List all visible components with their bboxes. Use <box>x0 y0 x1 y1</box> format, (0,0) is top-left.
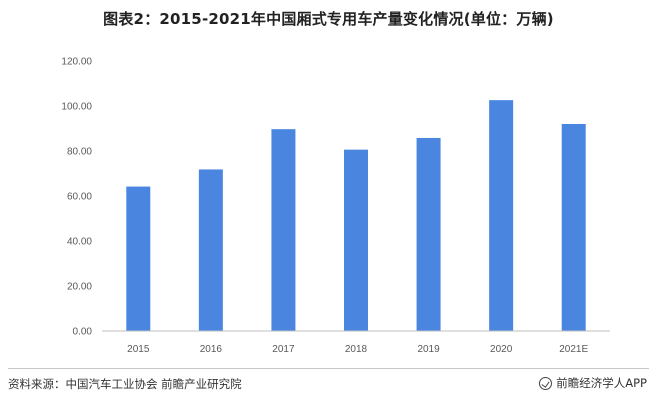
y-tick-label: 20.00 <box>67 282 92 293</box>
bar-2015 <box>126 186 151 331</box>
chart-title: 图表2：2015-2021年中国厢式专用车产量变化情况(单位：万辆) <box>103 10 554 28</box>
x-tick-label: 2015 <box>127 344 150 355</box>
x-tick-label: 2020 <box>490 344 513 355</box>
bar-2020 <box>489 100 514 332</box>
footer-divider <box>8 368 649 369</box>
x-tick-label: 2019 <box>417 344 440 355</box>
x-axis-labels: 2015 2016 2017 2018 2019 2020 2021E <box>127 344 588 355</box>
source-note: 资料来源：中国汽车工业协会 前瞻产业研究院 <box>8 377 242 391</box>
y-tick-label: 40.00 <box>67 237 92 248</box>
x-tick-label: 2021E <box>559 344 588 355</box>
bar-2019 <box>416 137 441 331</box>
y-tick-label: 100.00 <box>61 102 92 113</box>
bar-chart: 0.00 20.00 40.00 60.00 80.00 100.00 120.00 201… <box>61 57 610 355</box>
x-tick-label: 2018 <box>345 344 368 355</box>
y-tick-label: 120.00 <box>61 57 92 68</box>
y-tick-label: 60.00 <box>67 192 92 203</box>
bars <box>126 100 586 332</box>
x-tick-label: 2016 <box>200 344 223 355</box>
bar-2016 <box>198 169 223 331</box>
bar-2021E <box>561 124 586 331</box>
y-tick-label: 80.00 <box>67 147 92 158</box>
y-tick-label: 0.00 <box>73 327 93 338</box>
bar-2017 <box>271 129 296 331</box>
brand-label: 前瞻经济学人APP <box>556 376 647 390</box>
brand-logo-icon <box>539 376 553 390</box>
brand: 前瞻经济学人APP <box>539 375 647 391</box>
y-axis-labels: 0.00 20.00 40.00 60.00 80.00 100.00 120.00 <box>61 57 92 338</box>
x-tick-label: 2017 <box>272 344 295 355</box>
bar-2018 <box>344 149 368 331</box>
